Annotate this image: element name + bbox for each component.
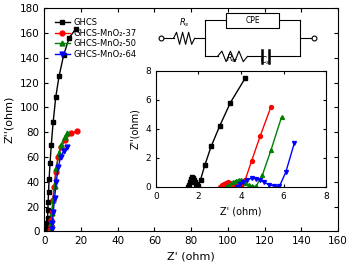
GHCS — [49, 143, 54, 146]
GHCS — [45, 225, 49, 228]
GHCS-MnO₂-37 — [49, 219, 53, 222]
GHCS-MnO₂-50 — [49, 227, 53, 231]
X-axis label: Z' (ohm): Z' (ohm) — [167, 252, 215, 262]
GHCS-MnO₂-37 — [49, 225, 53, 228]
GHCS-MnO₂-64 — [65, 146, 69, 149]
GHCS-MnO₂-50 — [51, 199, 55, 202]
GHCS — [48, 162, 52, 165]
GHCS-MnO₂-50 — [62, 136, 67, 139]
GHCS-MnO₂-50 — [49, 221, 54, 224]
Line: GHCS: GHCS — [45, 27, 78, 231]
GHCS — [45, 227, 49, 231]
Line: GHCS-MnO₂-37: GHCS-MnO₂-37 — [48, 128, 80, 232]
GHCS-MnO₂-50 — [50, 211, 54, 214]
GHCS-MnO₂-37 — [63, 138, 68, 141]
GHCS-MnO₂-37 — [48, 228, 52, 232]
GHCS-MnO₂-64 — [54, 180, 58, 183]
GHCS-MnO₂-37 — [75, 129, 80, 132]
GHCS-MnO₂-64 — [50, 221, 55, 224]
GHCS-MnO₂-37 — [69, 132, 73, 135]
GHCS — [45, 216, 50, 219]
GHCS-MnO₂-50 — [65, 132, 69, 135]
GHCS — [45, 221, 50, 224]
Line: GHCS-MnO₂-50: GHCS-MnO₂-50 — [48, 131, 70, 231]
GHCS-MnO₂-64 — [58, 155, 63, 159]
GHCS-MnO₂-64 — [52, 196, 57, 200]
GHCS-MnO₂-37 — [54, 170, 58, 173]
GHCS-MnO₂-50 — [57, 152, 61, 155]
GHCS-MnO₂-37 — [52, 185, 56, 188]
GHCS — [51, 121, 55, 124]
GHCS-MnO₂-37 — [50, 210, 54, 213]
GHCS — [46, 209, 50, 212]
GHCS — [46, 190, 51, 193]
GHCS-MnO₂-37 — [56, 155, 60, 159]
GHCS — [46, 200, 50, 203]
GHCS-MnO₂-37 — [51, 199, 55, 202]
GHCS — [67, 36, 71, 40]
GHCS-MnO₂-50 — [54, 167, 58, 170]
Line: GHCS-MnO₂-64: GHCS-MnO₂-64 — [49, 145, 70, 231]
GHCS — [74, 28, 78, 31]
GHCS — [57, 75, 61, 78]
GHCS-MnO₂-64 — [62, 149, 66, 152]
GHCS — [54, 96, 58, 99]
Legend: GHCS, GHCS-MnO₂-37, GHCS-MnO₂-50, GHCS-MnO₂-64: GHCS, GHCS-MnO₂-37, GHCS-MnO₂-50, GHCS-M… — [51, 15, 140, 62]
GHCS-MnO₂-50 — [52, 184, 57, 187]
GHCS-MnO₂-64 — [56, 165, 61, 169]
GHCS-MnO₂-64 — [51, 210, 55, 213]
Y-axis label: Z''(ohm): Z''(ohm) — [4, 96, 14, 143]
GHCS — [62, 54, 66, 57]
GHCS — [47, 178, 51, 181]
GHCS-MnO₂-50 — [59, 143, 63, 146]
GHCS-MnO₂-37 — [59, 146, 63, 149]
GHCS-MnO₂-64 — [50, 227, 54, 231]
